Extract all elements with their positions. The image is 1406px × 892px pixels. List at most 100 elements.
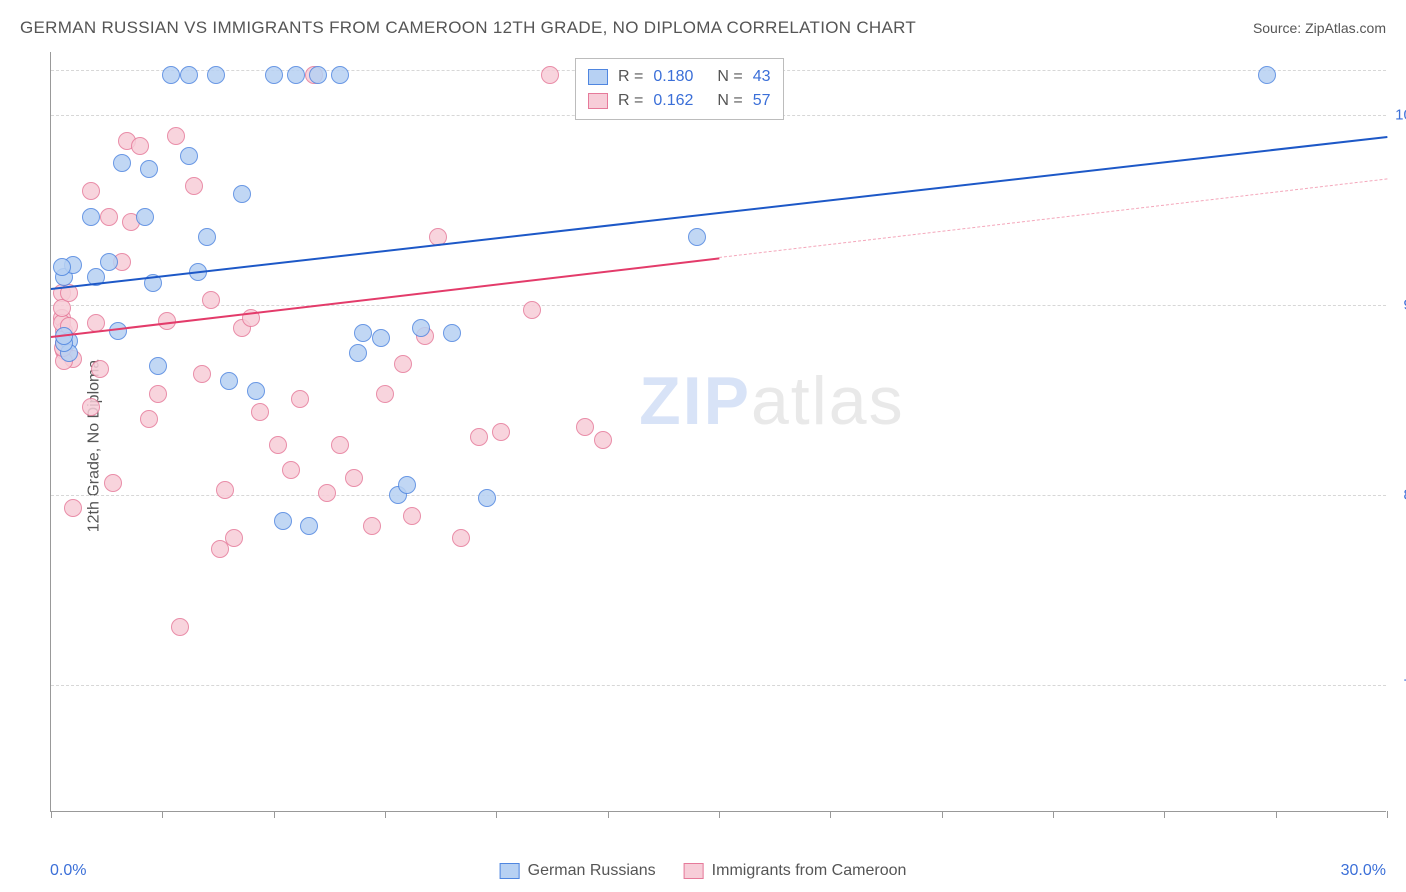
point-german-russian — [349, 344, 367, 362]
point-german-russian — [274, 512, 292, 530]
point-german-russian — [1258, 66, 1276, 84]
watermark: ZIPatlas — [639, 362, 904, 440]
trendline-cameroon-dashed — [719, 179, 1387, 259]
point-cameroon — [131, 137, 149, 155]
point-german-russian — [247, 382, 265, 400]
point-german-russian — [149, 357, 167, 375]
point-cameroon — [523, 301, 541, 319]
point-german-russian — [443, 324, 461, 342]
y-tick-label: 92.5% — [1391, 297, 1406, 314]
point-german-russian — [207, 66, 225, 84]
x-tick — [1053, 811, 1054, 818]
point-cameroon — [64, 499, 82, 517]
legend-series-item: German Russians — [500, 862, 656, 880]
point-cameroon — [140, 410, 158, 428]
point-german-russian — [331, 66, 349, 84]
legend-series: German Russians Immigrants from Cameroon — [500, 862, 907, 880]
point-german-russian — [82, 208, 100, 226]
point-cameroon — [100, 208, 118, 226]
point-cameroon — [594, 431, 612, 449]
trendline-cameroon-solid — [51, 257, 719, 338]
point-cameroon — [470, 428, 488, 446]
point-german-russian — [140, 160, 158, 178]
point-german-russian — [233, 185, 251, 203]
point-cameroon — [492, 423, 510, 441]
point-cameroon — [193, 365, 211, 383]
x-tick — [608, 811, 609, 818]
point-german-russian — [688, 228, 706, 246]
y-tick-label: 77.5% — [1391, 677, 1406, 694]
n-label: N = — [717, 89, 742, 113]
gridline — [51, 305, 1386, 306]
r-value: 0.162 — [653, 89, 693, 113]
legend-correlation-row: R = 0.180N = 43 — [588, 65, 771, 89]
point-cameroon — [291, 390, 309, 408]
point-german-russian — [398, 476, 416, 494]
chart-title: GERMAN RUSSIAN VS IMMIGRANTS FROM CAMERO… — [20, 18, 916, 38]
n-value: 43 — [753, 65, 771, 89]
point-cameroon — [541, 66, 559, 84]
point-cameroon — [82, 182, 100, 200]
point-cameroon — [318, 484, 336, 502]
r-label: R = — [618, 65, 643, 89]
legend-correlation-row: R = 0.162N = 57 — [588, 89, 771, 113]
watermark-atlas: atlas — [751, 363, 905, 439]
point-cameroon — [185, 177, 203, 195]
point-cameroon — [91, 360, 109, 378]
point-german-russian — [198, 228, 216, 246]
source-label: Source: ZipAtlas.com — [1253, 20, 1386, 36]
x-tick — [162, 811, 163, 818]
legend-correlation-box: R = 0.180N = 43R = 0.162N = 57 — [575, 58, 784, 120]
legend-series-label: Immigrants from Cameroon — [712, 862, 907, 880]
x-tick — [496, 811, 497, 818]
point-cameroon — [403, 507, 421, 525]
point-cameroon — [331, 436, 349, 454]
point-german-russian — [180, 66, 198, 84]
legend-series-label: German Russians — [528, 862, 656, 880]
x-tick — [719, 811, 720, 818]
r-label: R = — [618, 89, 643, 113]
legend-swatch — [588, 93, 608, 109]
point-cameroon — [363, 517, 381, 535]
x-tick — [385, 811, 386, 818]
x-axis-min-label: 0.0% — [50, 862, 86, 880]
point-cameroon — [171, 618, 189, 636]
legend-swatch — [500, 863, 520, 879]
point-german-russian — [113, 154, 131, 172]
point-cameroon — [394, 355, 412, 373]
point-german-russian — [162, 66, 180, 84]
legend-swatch — [684, 863, 704, 879]
point-german-russian — [354, 324, 372, 342]
point-german-russian — [265, 66, 283, 84]
point-cameroon — [82, 398, 100, 416]
x-tick — [274, 811, 275, 818]
watermark-zip: ZIP — [639, 363, 751, 439]
point-cameroon — [225, 529, 243, 547]
legend-swatch — [588, 69, 608, 85]
x-tick — [942, 811, 943, 818]
y-tick-label: 100.0% — [1391, 107, 1406, 124]
point-german-russian — [287, 66, 305, 84]
x-tick — [830, 811, 831, 818]
point-cameroon — [167, 127, 185, 145]
point-cameroon — [376, 385, 394, 403]
point-german-russian — [372, 329, 390, 347]
x-tick — [1387, 811, 1388, 818]
gridline — [51, 685, 1386, 686]
point-german-russian — [300, 517, 318, 535]
legend-series-item: Immigrants from Cameroon — [684, 862, 907, 880]
n-label: N = — [717, 65, 742, 89]
point-cameroon — [452, 529, 470, 547]
trendline-german-russian — [51, 136, 1387, 290]
point-cameroon — [345, 469, 363, 487]
point-german-russian — [180, 147, 198, 165]
point-cameroon — [149, 385, 167, 403]
point-german-russian — [53, 258, 71, 276]
plot-area: ZIPatlas 77.5%85.0%92.5%100.0% — [50, 52, 1386, 812]
x-tick — [51, 811, 52, 818]
y-tick-label: 85.0% — [1391, 487, 1406, 504]
point-cameroon — [282, 461, 300, 479]
x-axis-max-label: 30.0% — [1341, 862, 1386, 880]
x-tick — [1276, 811, 1277, 818]
point-german-russian — [412, 319, 430, 337]
